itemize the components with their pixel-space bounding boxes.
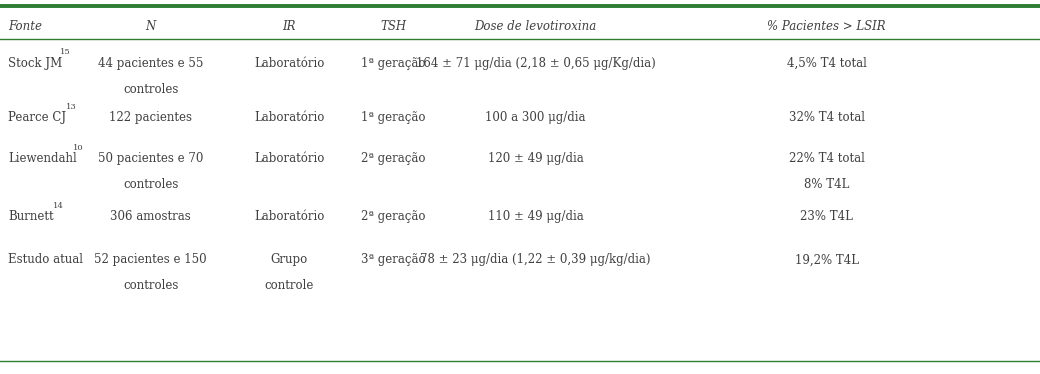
Text: Fonte: Fonte <box>8 20 43 33</box>
Text: 13: 13 <box>67 102 77 111</box>
Text: Burnett: Burnett <box>8 211 54 223</box>
Text: 3ª geração: 3ª geração <box>361 254 425 266</box>
Text: 19,2% T4L: 19,2% T4L <box>795 254 859 266</box>
Text: 8% T4L: 8% T4L <box>804 178 850 191</box>
Text: 120 ± 49 μg/dia: 120 ± 49 μg/dia <box>488 153 583 165</box>
Text: N: N <box>146 20 156 33</box>
Text: Liewendahl: Liewendahl <box>8 153 77 165</box>
Text: Pearce CJ: Pearce CJ <box>8 111 67 124</box>
Text: Estudo atual: Estudo atual <box>8 254 83 266</box>
Text: Laboratório: Laboratório <box>254 153 324 165</box>
Text: 2ª geração: 2ª geração <box>361 211 425 223</box>
Text: % Pacientes > LSIR: % Pacientes > LSIR <box>768 20 886 33</box>
Text: 4,5% T4 total: 4,5% T4 total <box>787 57 866 70</box>
Text: 78 ± 23 μg/dia (1,22 ± 0,39 μg/kg/dia): 78 ± 23 μg/dia (1,22 ± 0,39 μg/kg/dia) <box>420 254 651 266</box>
Text: 1ª geração: 1ª geração <box>361 57 425 70</box>
Text: 122 pacientes: 122 pacientes <box>109 111 192 124</box>
Text: 1ª geração: 1ª geração <box>361 111 425 124</box>
Text: 110 ± 49 μg/dia: 110 ± 49 μg/dia <box>488 211 583 223</box>
Text: 164 ± 71 μg/dia (2,18 ± 0,65 μg/Kg/dia): 164 ± 71 μg/dia (2,18 ± 0,65 μg/Kg/dia) <box>416 57 655 70</box>
Text: 44 pacientes e 55: 44 pacientes e 55 <box>98 57 204 70</box>
Text: TSH: TSH <box>380 20 407 33</box>
Text: 306 amostras: 306 amostras <box>110 211 191 223</box>
Text: controles: controles <box>123 178 179 191</box>
Text: controle: controle <box>264 279 314 292</box>
Text: IR: IR <box>283 20 295 33</box>
Text: 10: 10 <box>73 144 83 152</box>
Text: 52 pacientes e 150: 52 pacientes e 150 <box>95 254 207 266</box>
Text: Dose de levotiroxina: Dose de levotiroxina <box>474 20 597 33</box>
Text: 15: 15 <box>60 48 71 56</box>
Text: 23% T4L: 23% T4L <box>801 211 853 223</box>
Text: Laboratório: Laboratório <box>254 111 324 124</box>
Text: Laboratório: Laboratório <box>254 57 324 70</box>
Text: Laboratório: Laboratório <box>254 211 324 223</box>
Text: 32% T4 total: 32% T4 total <box>788 111 865 124</box>
Text: 50 pacientes e 70: 50 pacientes e 70 <box>98 153 204 165</box>
Text: 100 a 300 μg/dia: 100 a 300 μg/dia <box>486 111 586 124</box>
Text: 22% T4 total: 22% T4 total <box>789 153 864 165</box>
Text: Stock JM: Stock JM <box>8 57 62 70</box>
Text: 2ª geração: 2ª geração <box>361 153 425 165</box>
Text: controles: controles <box>123 83 179 95</box>
Text: Grupo: Grupo <box>270 254 308 266</box>
Text: controles: controles <box>123 279 179 292</box>
Text: 14: 14 <box>53 202 64 210</box>
